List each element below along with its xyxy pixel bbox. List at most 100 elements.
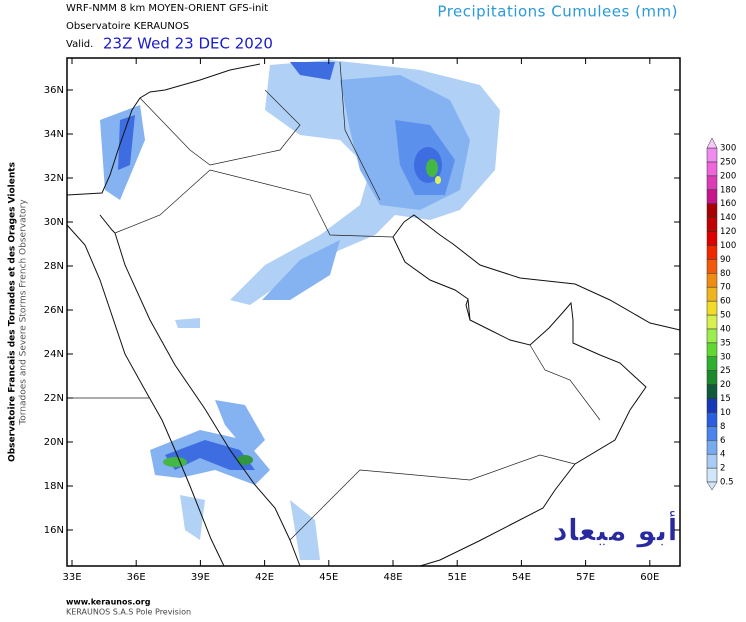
legend-label: 40 — [720, 324, 731, 334]
precip-area — [180, 495, 205, 540]
lat-label: 18N — [44, 481, 64, 492]
legend-label: 160 — [720, 199, 736, 209]
legend-label: 140 — [720, 213, 736, 223]
legend-label: 4 — [720, 450, 725, 460]
legend-swatch — [706, 189, 718, 204]
legend-swatch — [706, 328, 718, 344]
coastline — [66, 63, 261, 196]
legend-swatch — [706, 384, 718, 399]
legend-swatch — [706, 481, 718, 491]
precip-area — [290, 62, 335, 80]
legend-label: 20 — [720, 380, 731, 390]
legend-swatch — [706, 273, 718, 288]
legend-swatch — [706, 161, 718, 177]
legend-swatch — [706, 398, 718, 413]
lat-label: 30N — [44, 217, 64, 228]
legend-label: 2 — [720, 464, 725, 474]
legend-swatch — [706, 467, 718, 483]
precip-area — [237, 455, 253, 465]
border — [139, 89, 301, 166]
watermark: أبو ميعاد — [552, 511, 677, 549]
coastline — [392, 221, 647, 567]
lat-label: 32N — [44, 173, 64, 184]
legend-swatch — [706, 440, 718, 455]
legend-label: 180 — [720, 185, 736, 195]
lon-label: 36E — [127, 572, 146, 583]
model-text: WRF-NMM 8 km MOYEN-ORIENT GFS-init — [66, 3, 268, 14]
coastline — [403, 214, 681, 331]
borders — [67, 61, 601, 541]
lat-label: 28N — [44, 261, 64, 272]
lat-label: 20N — [44, 437, 64, 448]
lon-label: 42E — [255, 572, 274, 583]
org-text: Observatoire KERAUNOS — [66, 21, 189, 32]
lon-label: 57E — [576, 572, 595, 583]
footer-text: www.keraunos.org — [66, 598, 151, 607]
valid-label: Valid. — [66, 39, 93, 50]
coastline — [465, 298, 471, 321]
legend-swatch — [706, 259, 718, 274]
lat-label: 34N — [44, 129, 64, 140]
legend-swatch — [706, 412, 718, 427]
map-frame — [66, 57, 681, 567]
precip-area — [426, 159, 438, 177]
legend-label: 15 — [720, 394, 731, 404]
precip-area — [165, 440, 255, 470]
footer-text: KERAUNOS S.A.S Pole Prevision — [66, 608, 191, 617]
precip-area — [262, 240, 340, 300]
precip-area — [163, 457, 187, 467]
legend-label: 90 — [720, 255, 731, 265]
coastline — [99, 214, 301, 567]
legend-swatch — [706, 217, 718, 232]
coastline — [66, 224, 225, 567]
lon-label: 54E — [512, 572, 531, 583]
precip-area — [215, 400, 265, 455]
lat-label: 36N — [44, 85, 64, 96]
legend-swatch — [706, 300, 718, 316]
legend-swatch — [706, 147, 718, 163]
side-text: Tornadoes and Severe Storms French Obser… — [19, 199, 29, 426]
legend-swatch — [706, 370, 718, 385]
precip-area — [435, 176, 441, 184]
legend-label: 80 — [720, 269, 731, 279]
coastlines — [66, 63, 681, 567]
lat-label: 26N — [44, 305, 64, 316]
lon-label: 51E — [448, 572, 467, 583]
lon-label: 60E — [640, 572, 659, 583]
legend-swatch — [706, 453, 718, 469]
lon-label: 45E — [319, 572, 338, 583]
border — [289, 454, 576, 541]
border — [339, 61, 381, 201]
border — [529, 344, 601, 421]
precip-area — [290, 500, 320, 560]
legend-swatch — [706, 137, 718, 149]
legend-label: 6 — [720, 436, 725, 446]
lat-label: 16N — [44, 525, 64, 536]
legend-label: 30 — [720, 352, 731, 362]
legend-label: 50 — [720, 311, 731, 321]
legend-label: 100 — [720, 241, 736, 251]
legend-label: 60 — [720, 297, 731, 307]
legend-swatch — [706, 203, 718, 218]
lat-label: 24N — [44, 349, 64, 360]
legend-label: 25 — [720, 366, 731, 376]
side-text: Observatoire Francais des Tornades et de… — [8, 162, 18, 462]
legend-label: 8 — [720, 422, 725, 432]
legend-swatch — [706, 314, 718, 330]
legend-label: 300 — [720, 144, 736, 154]
legend-label: 250 — [720, 157, 736, 167]
legend-swatch — [706, 231, 718, 246]
legend-swatch — [706, 245, 718, 260]
lon-label: 39E — [191, 572, 210, 583]
legend-label: 35 — [720, 338, 731, 348]
legend-label: 70 — [720, 283, 731, 293]
legend-label: 10 — [720, 408, 731, 418]
precipitation — [100, 60, 500, 560]
legend-swatch — [706, 286, 718, 302]
legend-label: 0.5 — [720, 478, 734, 488]
legend-swatch — [706, 342, 718, 358]
legend-swatch — [706, 175, 718, 190]
lon-label: 33E — [62, 572, 81, 583]
